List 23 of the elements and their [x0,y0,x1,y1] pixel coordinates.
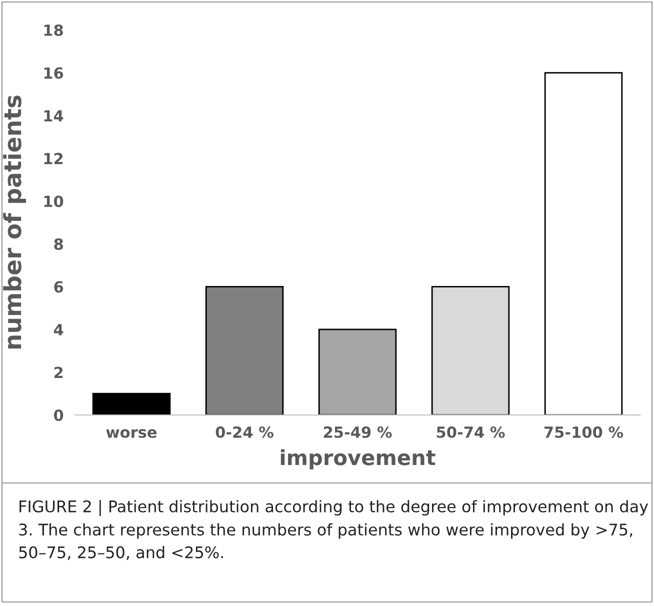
bar [318,328,397,415]
y-tick-label: 10 [44,196,64,208]
bar [92,392,171,415]
caption: FIGURE 2 | Patient distribution according to the degree of improvement on day 3. The chart represents the numbers of patients who were improved by >75, 50–75, 25–50, and <25%. [19,500,648,560]
y-tick-label: 12 [44,152,63,164]
x-tick-label: 0-24 % [216,426,274,438]
bar [205,286,284,415]
y-tick-label: 0 [54,409,64,422]
y-tick-label: 2 [54,366,63,378]
bar [544,72,623,415]
x-tick-label: 50-74 % [436,426,505,438]
bar [431,286,510,415]
y-tick-label: 18 [44,24,63,36]
y-tick-label: 8 [54,238,63,250]
y-axis-title: number of patients [3,96,26,349]
y-tick-label: 6 [54,281,64,293]
y-tick-label: 16 [44,67,64,79]
x-tick-label: 25-49 % [324,426,392,438]
x-axis-title: improvement [280,449,436,470]
x-tick-label: 75-100 % [544,426,624,438]
y-tick-label: 14 [44,110,64,122]
y-tick-label: 4 [54,324,64,336]
x-tick-label: worse [106,429,157,438]
